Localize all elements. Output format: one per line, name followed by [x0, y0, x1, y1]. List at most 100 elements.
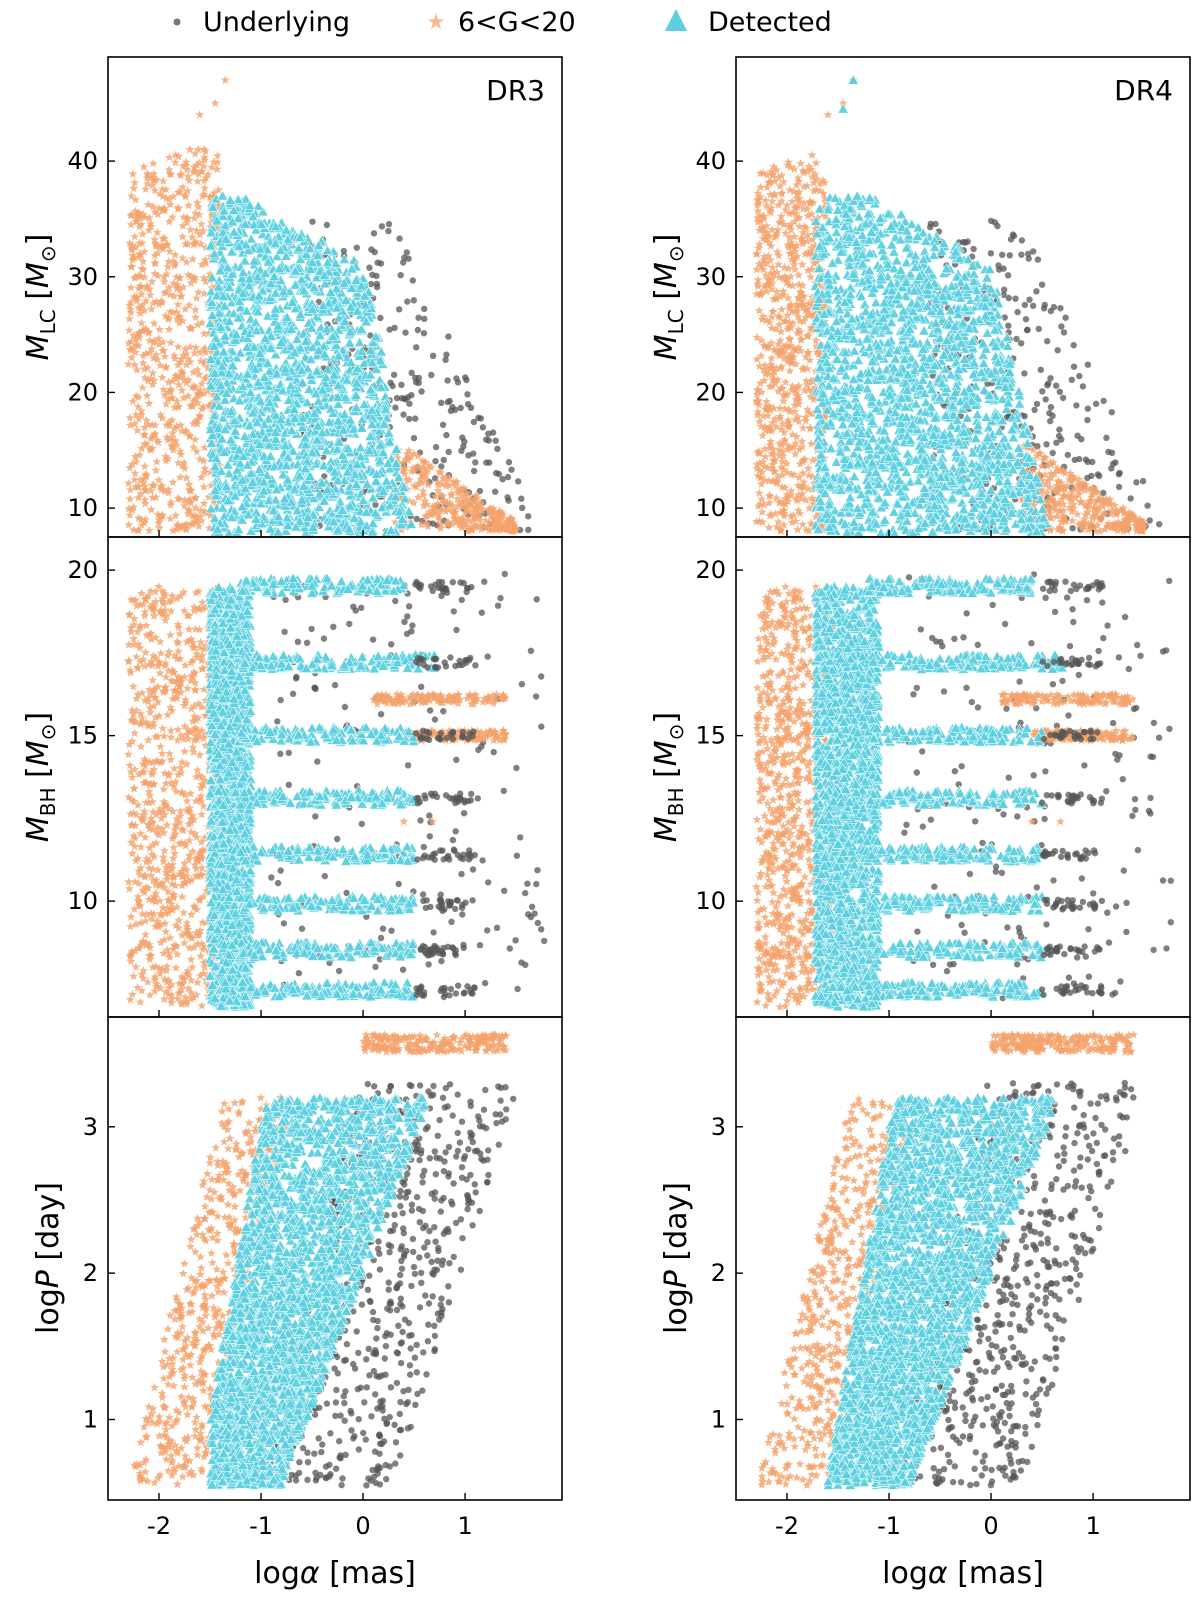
g-range-point — [153, 228, 162, 236]
g-range-point — [145, 526, 154, 534]
underlying-point — [1044, 338, 1050, 344]
y-tick-label: 30 — [67, 263, 98, 291]
underlying-point — [1069, 525, 1075, 531]
g-range-point — [797, 335, 806, 343]
underlying-point — [396, 306, 402, 312]
underlying-point — [421, 316, 427, 322]
detected-point — [345, 338, 355, 347]
underlying-point — [1023, 316, 1029, 322]
detected-point — [896, 209, 906, 218]
detected-point — [339, 254, 349, 263]
legend-label-6-g-20: 6<G<20 — [458, 7, 576, 38]
underlying-point — [1036, 326, 1042, 332]
underlying-point — [1084, 475, 1090, 481]
underlying-point — [309, 219, 315, 225]
g-range-point — [186, 225, 195, 233]
g-range-point — [186, 145, 195, 153]
legend-item-6-g-20: 6<G<20 — [428, 7, 576, 38]
underlying-point — [1080, 383, 1086, 389]
underlying-point — [1095, 471, 1101, 477]
g-range-point — [147, 505, 156, 513]
g-range-point — [798, 260, 807, 268]
g-range-point — [149, 159, 158, 167]
panel-dr4-mlc-points — [752, 75, 1162, 538]
legend-triangle-marker — [665, 9, 687, 31]
detected-point — [1014, 399, 1024, 408]
g-range-point — [124, 520, 133, 528]
underlying-point — [432, 458, 438, 464]
legend-item-detected: Detected — [665, 7, 832, 38]
underlying-point — [486, 459, 492, 465]
underlying-point — [471, 468, 477, 474]
underlying-point — [1039, 282, 1045, 288]
g-range-point — [139, 162, 148, 170]
underlying-point — [1073, 402, 1079, 408]
underlying-point — [394, 395, 400, 401]
underlying-point — [372, 502, 378, 508]
underlying-point — [1053, 383, 1059, 389]
g-range-point — [191, 305, 200, 313]
g-range-point — [765, 523, 774, 531]
underlying-point — [1128, 495, 1134, 501]
underlying-point — [386, 221, 392, 227]
underlying-point — [1010, 231, 1016, 237]
detected-point — [375, 375, 385, 384]
underlying-point — [1002, 314, 1008, 320]
underlying-point — [341, 248, 347, 254]
g-range-point — [137, 319, 146, 327]
g-range-point — [758, 508, 767, 516]
g-range-point — [127, 283, 136, 291]
underlying-point — [508, 467, 514, 473]
g-range-point — [808, 151, 817, 159]
g-range-point — [777, 305, 786, 313]
g-range-point — [777, 189, 786, 197]
g-range-point — [140, 462, 149, 470]
detected-point — [349, 255, 359, 264]
underlying-point — [494, 446, 500, 452]
underlying-point — [1007, 252, 1013, 258]
underlying-point — [412, 375, 418, 381]
underlying-point — [477, 488, 483, 494]
underlying-point — [402, 329, 408, 335]
underlying-point — [1033, 288, 1039, 294]
underlying-point — [1133, 479, 1139, 485]
underlying-point — [1022, 302, 1028, 308]
underlying-point — [1050, 450, 1056, 456]
underlying-point — [515, 478, 521, 484]
underlying-point — [1012, 296, 1018, 302]
g-range-point — [129, 169, 138, 177]
underlying-point — [385, 228, 391, 234]
detected-point — [920, 246, 930, 255]
underlying-point — [444, 377, 450, 383]
g-range-point — [124, 360, 133, 368]
underlying-point — [410, 277, 416, 283]
underlying-point — [1030, 303, 1036, 309]
underlying-point — [1100, 398, 1106, 404]
g-range-point — [169, 478, 178, 486]
underlying-point — [398, 272, 404, 278]
underlying-point — [452, 407, 458, 413]
g-range-point — [779, 397, 788, 405]
underlying-point — [408, 392, 414, 398]
g-range-point — [152, 466, 161, 474]
g-range-point — [166, 338, 175, 346]
underlying-point — [374, 281, 380, 287]
g-range-point — [812, 158, 821, 166]
g-range-point — [126, 421, 135, 429]
underlying-point — [493, 438, 499, 444]
underlying-point — [396, 235, 402, 241]
g-range-point — [806, 272, 815, 280]
g-range-point — [138, 383, 147, 391]
underlying-point — [443, 352, 449, 358]
underlying-point — [433, 444, 439, 450]
underlying-point — [428, 372, 434, 378]
g-range-point — [182, 474, 191, 482]
underlying-point — [421, 306, 427, 312]
underlying-point — [430, 353, 436, 359]
g-range-point — [155, 325, 164, 333]
underlying-point — [1061, 329, 1067, 335]
g-range-point — [796, 159, 805, 167]
